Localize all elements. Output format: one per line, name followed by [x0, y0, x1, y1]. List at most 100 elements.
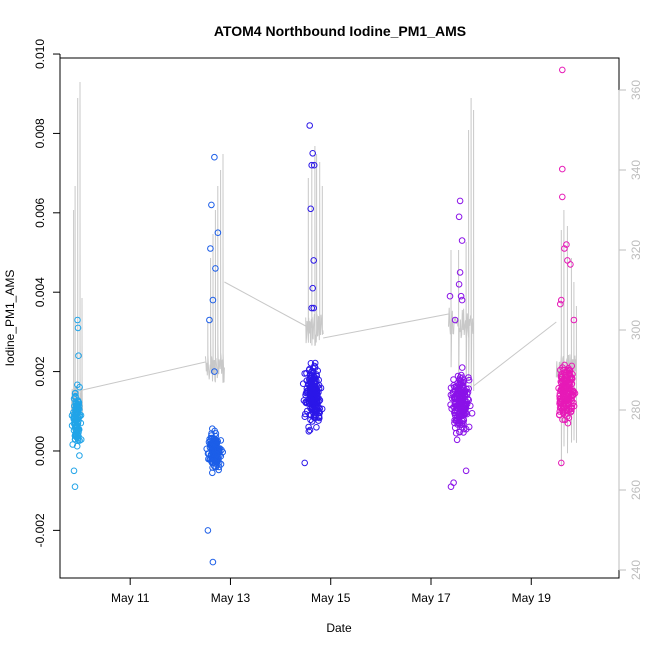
secondary-y-tick-label: 360 — [629, 80, 643, 100]
data-point-outlier-group-3 — [301, 459, 309, 467]
data-point-outlier-group-1 — [70, 467, 78, 475]
data-point-outlier-group-3 — [306, 122, 314, 129]
data-point-outlier-group-1 — [74, 316, 81, 324]
data-point-group-4 — [459, 393, 467, 401]
data-point-group-5 — [561, 385, 569, 393]
data-point-group-4 — [460, 408, 467, 415]
data-point-outlier-group-4 — [457, 292, 465, 300]
data-point-outlier-group-3 — [310, 161, 318, 169]
data-point-group-4 — [465, 423, 473, 431]
data-point-group-1 — [73, 442, 81, 450]
data-point-outlier-group-3 — [307, 205, 315, 213]
data-point-group-5 — [558, 399, 565, 406]
data-point-group-3 — [308, 418, 316, 425]
data-point-group-1 — [69, 441, 76, 448]
data-point-group-5 — [564, 394, 572, 402]
chart-title: ATOM4 Northbound Iodine_PM1_AMS — [214, 23, 466, 39]
data-point-outlier-group-3 — [308, 161, 316, 169]
x-tick-label: May 15 — [311, 591, 351, 605]
data-point-group-5 — [559, 416, 566, 423]
data-point-group-4 — [452, 429, 460, 437]
secondary-series-line — [70, 81, 577, 467]
data-point-group-4 — [462, 406, 469, 413]
y-tick-label: 0.006 — [33, 197, 47, 227]
data-point-group-2 — [209, 425, 216, 433]
data-point-group-1 — [76, 452, 83, 459]
data-point-group-1 — [76, 413, 83, 420]
data-point-outlier-group-4 — [446, 292, 454, 300]
x-tick-label: May 11 — [111, 591, 150, 605]
data-point-outlier-group-2 — [211, 368, 218, 375]
data-point-group-4 — [465, 385, 473, 393]
x-tick-label: May 17 — [411, 591, 451, 605]
data-point-group-3 — [312, 406, 320, 414]
data-point-group-5 — [558, 373, 566, 381]
data-point-group-2 — [218, 446, 225, 454]
data-point-group-1 — [71, 402, 78, 410]
data-point-outlier-group-4 — [450, 479, 457, 487]
data-point-group-3 — [313, 407, 321, 415]
data-point-group-5 — [563, 413, 571, 420]
data-point-group-2 — [211, 462, 218, 470]
data-point-group-3 — [308, 378, 315, 385]
data-point-outlier-group-3 — [309, 284, 317, 292]
data-point-group-4 — [453, 417, 460, 425]
data-point-group-3 — [301, 413, 309, 421]
data-point-group-5 — [558, 377, 566, 385]
points-layer — [68, 66, 579, 566]
data-point-group-4 — [451, 411, 459, 419]
data-point-group-3 — [299, 380, 307, 388]
data-point-group-1 — [76, 383, 83, 391]
data-point-group-4 — [460, 420, 467, 427]
x-tick-label: May 19 — [512, 591, 552, 605]
data-point-group-4 — [458, 406, 466, 414]
data-point-group-4 — [458, 371, 465, 379]
data-point-outlier-group-4 — [462, 467, 470, 475]
data-point-outlier-group-5 — [559, 193, 566, 201]
data-point-group-5 — [557, 386, 564, 394]
data-point-group-4 — [460, 429, 467, 436]
data-point-group-5 — [566, 381, 574, 388]
data-point-group-3 — [305, 428, 313, 435]
data-point-group-1 — [72, 433, 80, 441]
series-layer — [70, 81, 577, 467]
data-point-group-4 — [456, 428, 463, 436]
data-point-outlier-group-4 — [455, 213, 463, 221]
data-point-group-3 — [315, 417, 322, 424]
data-point-group-4 — [455, 413, 463, 420]
secondary-y-tick-label: 240 — [629, 560, 643, 580]
data-point-group-2 — [206, 456, 214, 463]
data-point-outlier-group-2 — [204, 527, 212, 534]
data-point-group-3 — [313, 424, 320, 431]
y-tick-label: 0.004 — [33, 277, 47, 307]
data-point-group-4 — [458, 364, 466, 371]
data-point-group-1 — [72, 398, 79, 406]
data-point-group-4 — [454, 386, 462, 394]
data-point-outlier-group-5 — [558, 296, 565, 304]
secondary-y-tick-label: 260 — [629, 480, 643, 500]
data-point-group-5 — [565, 399, 572, 407]
data-point-outlier-group-2 — [206, 316, 213, 324]
data-point-group-2 — [209, 450, 217, 458]
data-point-group-2 — [212, 439, 219, 446]
plot-area-frame — [59, 57, 620, 579]
data-point-group-5 — [565, 369, 573, 377]
data-point-outlier-group-2 — [208, 201, 215, 209]
data-point-group-3 — [315, 388, 322, 396]
data-point-group-2 — [214, 446, 222, 453]
data-point-outlier-group-5 — [570, 316, 578, 324]
data-point-group-4 — [452, 392, 460, 400]
data-point-outlier-group-5 — [558, 459, 565, 467]
data-point-outlier-group-2 — [209, 558, 217, 566]
y-tick-label: -0.002 — [33, 513, 47, 547]
secondary-y-tick-label: 340 — [629, 160, 643, 180]
data-point-outlier-group-4 — [447, 483, 455, 491]
data-point-group-5 — [564, 419, 572, 427]
data-point-outlier-group-2 — [214, 229, 222, 236]
data-point-outlier-group-1 — [75, 352, 82, 360]
data-point-group-5 — [565, 401, 572, 409]
data-point-group-2 — [205, 450, 213, 457]
data-point-outlier-group-4 — [456, 269, 464, 276]
data-point-group-4 — [459, 380, 467, 387]
data-point-group-5 — [563, 382, 570, 390]
